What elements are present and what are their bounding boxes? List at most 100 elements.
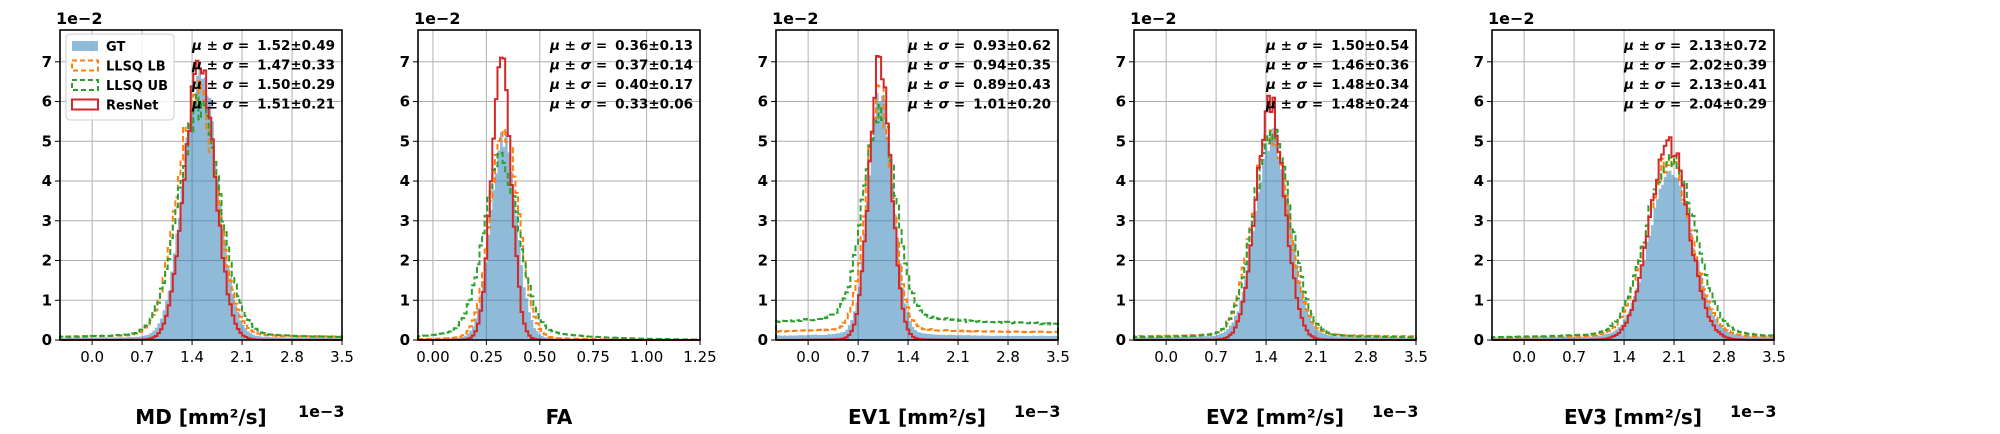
x-tick-label: 1.4 (1254, 348, 1278, 366)
histogram-gt (1134, 127, 1416, 340)
chart-panel-2: 0.00 0.25 0.50 0.75 1.00 1.25 0 1 2 3 4 5 6 7 1e−2 FA μ … (400, 9, 717, 429)
y-tick-label: 7 (1116, 53, 1126, 71)
legend: GT LLSQ LB LLSQ UB ResNet (65, 33, 175, 121)
stats-label: μ ± σ = (1623, 97, 1681, 113)
x-tick-label: 2.1 (230, 348, 254, 366)
stats-label: μ ± σ = (1265, 77, 1323, 93)
y-tick-label: 0 (1474, 331, 1484, 349)
y-tick-label: 3 (1116, 212, 1126, 230)
y-tick-label: 1 (1116, 291, 1126, 309)
x-tick-label: 2.8 (280, 348, 304, 366)
y-tick-label: 1 (1474, 291, 1484, 309)
y-scale-label: 1e−2 (772, 9, 819, 28)
y-tick-label: 4 (1474, 172, 1484, 190)
y-tick-label: 2 (1474, 252, 1484, 270)
stats-label: μ ± σ = (549, 38, 607, 54)
histograms (1133, 94, 1417, 341)
stats-label: μ ± σ = (907, 58, 965, 74)
stats-value: 1.46±0.36 (1331, 58, 1409, 74)
y-tick-label: 5 (400, 132, 410, 150)
y-tick-label: 7 (400, 53, 410, 71)
y-scale-label: 1e−2 (414, 9, 461, 28)
stats-value: 2.13±0.41 (1689, 77, 1767, 93)
x-tick-label: 0.0 (1154, 348, 1178, 366)
histogram-resnet (1491, 136, 1775, 341)
stats-value: 1.52±0.49 (257, 38, 335, 54)
axes-frame (1133, 29, 1417, 341)
x-tick-label: 0.0 (80, 348, 104, 366)
y-tick-label: 2 (42, 252, 52, 270)
axes-frame (775, 29, 1059, 341)
stats-block: μ ± σ = 1.50±0.54 μ ± σ = 1.46±0.36 μ ± σ = 1… (1265, 38, 1409, 113)
legend-label: LLSQ LB (106, 60, 166, 75)
legend-label: LLSQ UB (106, 79, 168, 94)
histogram-llsq-lb (775, 84, 1059, 340)
x-tick-label: 0.0 (1512, 348, 1536, 366)
histogram-gt (1492, 170, 1774, 340)
y-tick-label: 5 (758, 132, 768, 150)
x-tick-label: 0.7 (1562, 348, 1586, 366)
stats-value: 1.50±0.54 (1331, 38, 1409, 54)
stats-label: μ ± σ = (907, 77, 965, 93)
stats-block: μ ± σ = 2.13±0.72 μ ± σ = 2.02±0.39 μ ± σ = 2… (1623, 38, 1767, 113)
histogram-llsq-lb (417, 128, 701, 341)
y-tick-label: 5 (1116, 132, 1126, 150)
y-tick-label: 4 (758, 172, 768, 190)
y-tick-label: 3 (1474, 212, 1484, 230)
y-tick-label: 2 (758, 252, 768, 270)
x-tick-label: 1.25 (683, 348, 716, 366)
x-tick-label: 1.4 (180, 348, 204, 366)
legend-swatch-llsq-lb (71, 59, 99, 72)
x-axis-label: MD [mm²/s] (135, 405, 266, 429)
legend-swatch-gt (72, 41, 98, 51)
histogram-llsq-ub (1491, 152, 1775, 340)
y-tick-label: 7 (42, 53, 52, 71)
x-tick-label: 2.8 (1354, 348, 1378, 366)
stats-block: μ ± σ = 1.52±0.49 μ ± σ = 1.47±0.33 μ ± σ = 1… (191, 38, 335, 113)
y-tick-label: 1 (758, 291, 768, 309)
stats-value: 2.02±0.39 (1689, 58, 1767, 74)
stats-value: 0.93±0.62 (973, 38, 1051, 54)
legend-swatch-llsq-ub (71, 79, 99, 91)
axes-frame (59, 29, 343, 341)
histogram-llsq-ub (59, 93, 343, 340)
x-axis-label: FA (546, 405, 573, 429)
y-scale-label: 1e−2 (56, 9, 103, 28)
x-axis-label: EV2 [mm²/s] (1206, 405, 1344, 429)
histograms (1491, 136, 1775, 341)
x-tick-label: 0.25 (470, 348, 503, 366)
stats-value: 1.50±0.29 (257, 77, 335, 93)
x-scale-label: 1e−3 (1730, 402, 1777, 421)
x-tick-label: 0.7 (846, 348, 870, 366)
stats-label: μ ± σ = (907, 38, 965, 54)
x-tick-label: 2.8 (996, 348, 1020, 366)
y-scale-label: 1e−2 (1488, 9, 1535, 28)
histogram-gt (418, 131, 700, 340)
x-tick-label: 0.7 (130, 348, 154, 366)
x-tick-label: 1.00 (630, 348, 663, 366)
y-tick-label: 7 (1474, 53, 1484, 71)
stats-label: μ ± σ = (191, 58, 249, 74)
legend-label: ResNet (106, 99, 158, 114)
x-scale-label: 1e−3 (1372, 402, 1419, 421)
stats-value: 1.48±0.24 (1331, 97, 1409, 113)
y-tick-label: 3 (42, 212, 52, 230)
x-axis-label: EV3 [mm²/s] (1564, 405, 1702, 429)
x-tick-label: 3.5 (1762, 348, 1786, 366)
histogram-gt (60, 67, 342, 340)
y-tick-label: 0 (400, 331, 410, 349)
y-tick-label: 6 (758, 93, 768, 111)
histogram-gt (776, 92, 1058, 340)
y-tick-label: 2 (1116, 252, 1126, 270)
y-tick-label: 1 (400, 291, 410, 309)
x-tick-label: 2.8 (1712, 348, 1736, 366)
x-tick-label: 0.00 (416, 348, 449, 366)
grid (776, 30, 1059, 341)
y-tick-label: 4 (400, 172, 410, 190)
stats-value: 1.47±0.33 (257, 58, 335, 74)
y-scale-label: 1e−2 (1130, 9, 1177, 28)
histogram-llsq-ub (775, 104, 1059, 340)
y-tick-label: 4 (42, 172, 52, 190)
x-tick-label: 0.75 (576, 348, 609, 366)
